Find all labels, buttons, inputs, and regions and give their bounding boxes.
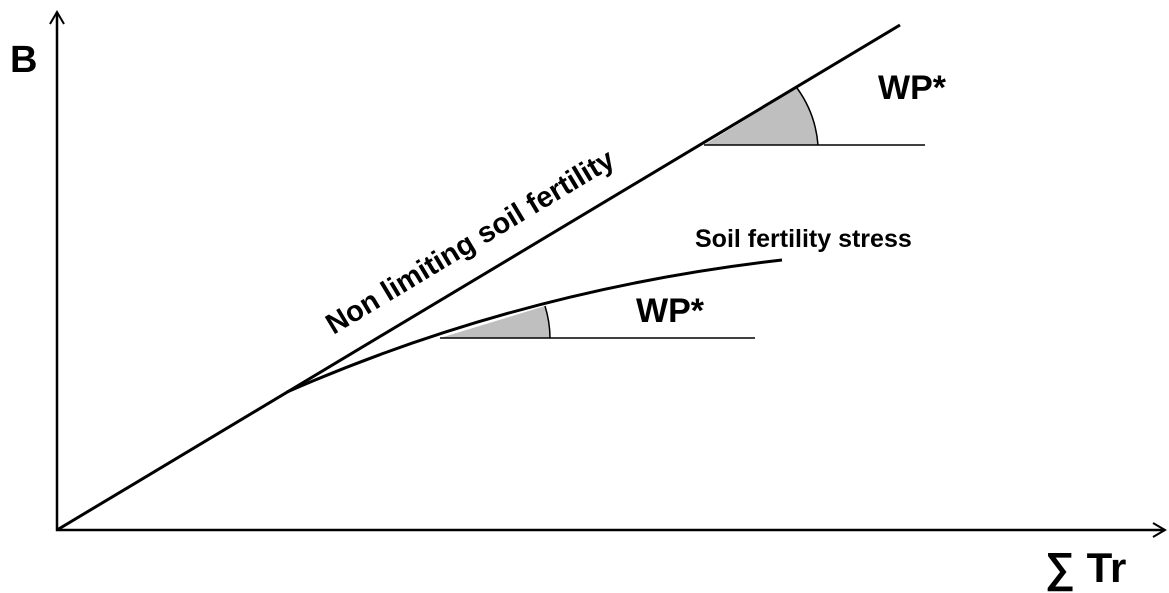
y-axis-label: B	[10, 39, 37, 81]
line-label: Soil fertility stress	[695, 225, 912, 253]
line-label: Non limiting soil fertility	[321, 144, 621, 342]
slope-arc	[796, 87, 819, 146]
slope-label: WP*	[878, 69, 947, 107]
slope-wedge	[440, 306, 550, 338]
stress-curve	[286, 258, 783, 394]
non-limiting-line	[56, 23, 901, 532]
x-axis-label: ∑ Tr	[1045, 544, 1126, 592]
slope-wedge	[704, 88, 818, 145]
slope-label: WP*	[636, 292, 705, 330]
